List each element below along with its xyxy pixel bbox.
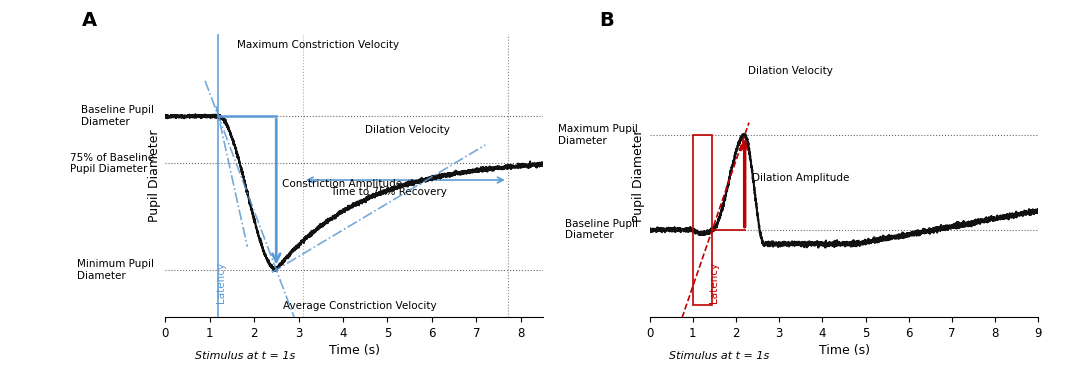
Text: Baseline Pupil
Diameter: Baseline Pupil Diameter	[566, 219, 638, 241]
Text: Constriction Amplitude: Constriction Amplitude	[281, 179, 402, 189]
Text: Maximum Pupil
Diameter: Maximum Pupil Diameter	[558, 124, 638, 146]
Text: Time to 75% Recovery: Time to 75% Recovery	[330, 187, 446, 197]
Text: Latency: Latency	[216, 262, 226, 303]
Text: Latency: Latency	[709, 262, 720, 303]
Text: Stimulus at t = 1s: Stimulus at t = 1s	[669, 351, 769, 361]
Y-axis label: Pupil Diameter: Pupil Diameter	[148, 129, 161, 222]
Bar	[693, 135, 712, 305]
Text: Dilation Velocity: Dilation Velocity	[365, 125, 450, 135]
Y-axis label: Pupil Diameter: Pupil Diameter	[633, 129, 645, 222]
X-axis label: Time (s): Time (s)	[819, 344, 869, 357]
Text: B: B	[600, 11, 613, 30]
Text: Maximum Constriction Velocity: Maximum Constriction Velocity	[237, 40, 399, 50]
Text: A: A	[82, 11, 97, 30]
Text: Average Constriction Velocity: Average Constriction Velocity	[283, 301, 437, 310]
Text: Dilation Amplitude: Dilation Amplitude	[753, 173, 850, 183]
Text: Minimum Pupil
Diameter: Minimum Pupil Diameter	[77, 259, 153, 280]
Text: Baseline Pupil
Diameter: Baseline Pupil Diameter	[81, 106, 153, 127]
Text: Dilation Velocity: Dilation Velocity	[748, 66, 833, 76]
Text: 75% of Baseline
Pupil Diameter: 75% of Baseline Pupil Diameter	[69, 153, 153, 174]
Text: Stimulus at t = 1s: Stimulus at t = 1s	[195, 351, 296, 361]
X-axis label: Time (s): Time (s)	[329, 344, 379, 357]
